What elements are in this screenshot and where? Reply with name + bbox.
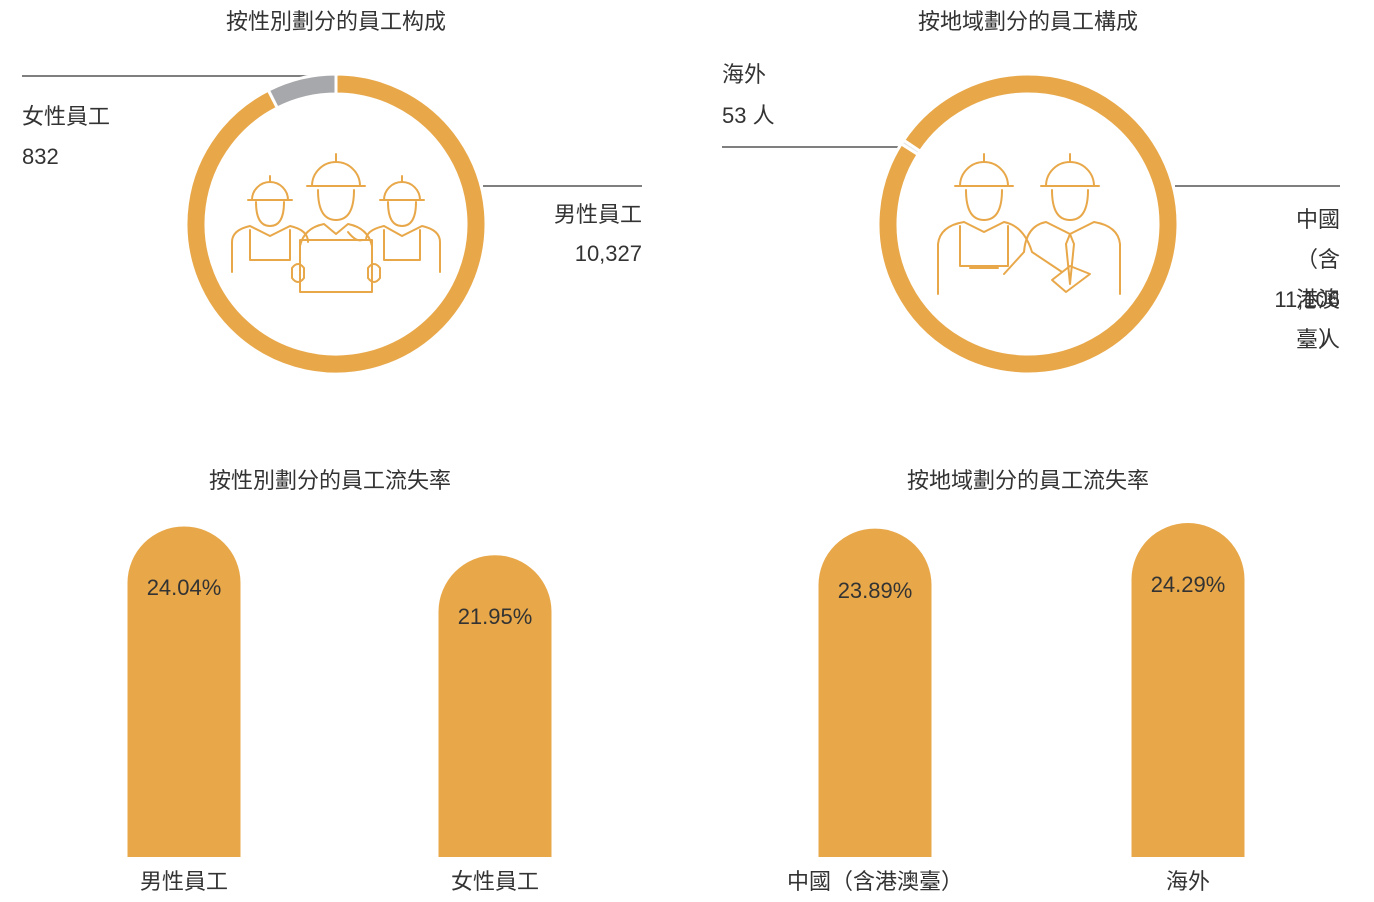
donut-slice xyxy=(266,72,338,111)
slice-label: 男性員工 xyxy=(553,202,642,227)
donut-slice xyxy=(876,72,1180,376)
bar-value-label: 24.04% xyxy=(146,575,222,601)
x-tick-label: 女性員工 xyxy=(450,869,540,894)
bar-value-label: 21.95% xyxy=(457,604,533,630)
donut-slice xyxy=(184,72,488,376)
chart-title: 按地域劃分的員工構成 xyxy=(917,9,1139,34)
workers-icon xyxy=(231,153,441,293)
slice-value: 53 人 xyxy=(722,103,775,128)
bar-value-label: 24.29% xyxy=(1150,572,1226,597)
bar xyxy=(818,528,932,857)
bar xyxy=(438,555,552,857)
slice-label: 海外 xyxy=(722,62,767,87)
handshake-icon xyxy=(937,153,1121,295)
x-tick-label: 男性員工 xyxy=(139,869,229,894)
chart-title: 按性別劃分的員工构成 xyxy=(225,9,447,34)
bar-value-label: 23.89% xyxy=(837,577,913,603)
x-tick-label: 海外 xyxy=(1165,869,1211,894)
x-tick-label: 中國（含港澳臺） xyxy=(786,869,964,894)
slice-value: 832 xyxy=(22,144,59,169)
slice-label: 女性員工 xyxy=(22,104,111,129)
chart-title: 按地域劃分的員工流失率 xyxy=(906,468,1150,493)
slice-label: 中國 （含港澳臺） xyxy=(1295,207,1340,352)
chart-title: 按性別劃分的員工流失率 xyxy=(208,468,452,493)
bar xyxy=(1131,523,1245,857)
bar xyxy=(127,526,241,857)
slice-value: 10,327 xyxy=(574,241,642,266)
slice-value: 11,106 人 xyxy=(1274,287,1340,352)
